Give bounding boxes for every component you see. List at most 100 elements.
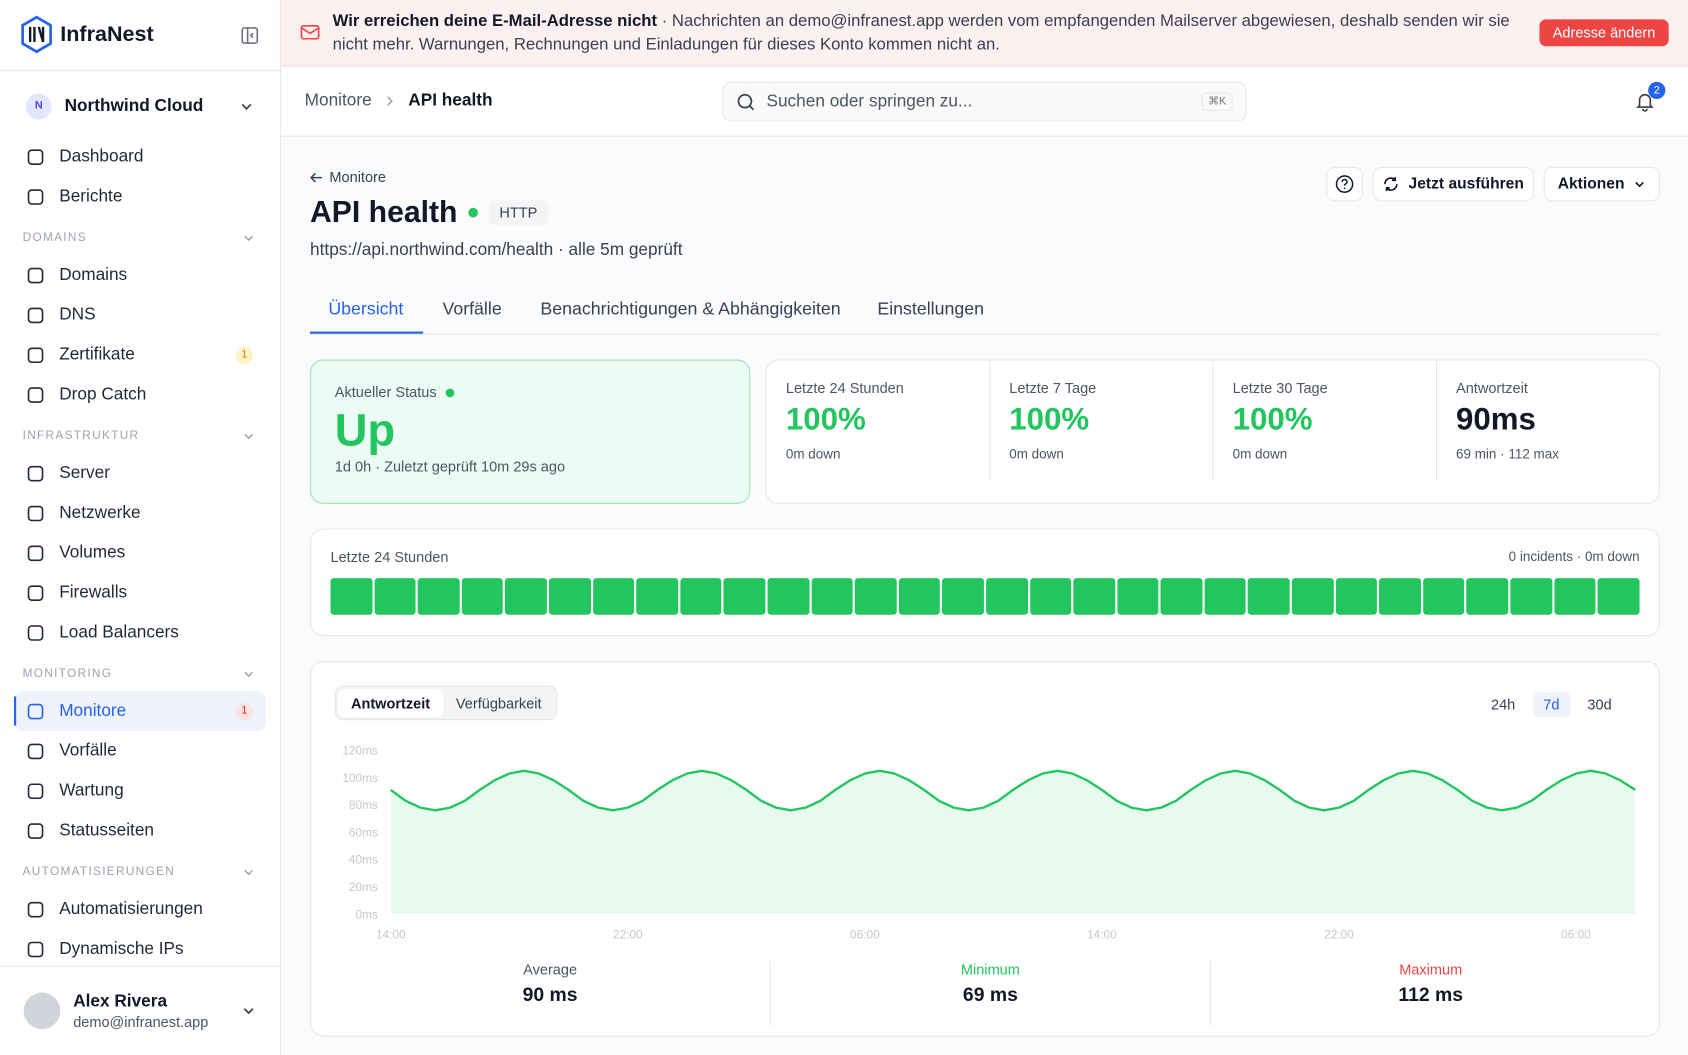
nav-item[interactable]: DNS [14, 295, 266, 335]
breadcrumb: Monitore API health [305, 92, 493, 111]
x-tick-label: 06:00 [1561, 928, 1591, 942]
nav-label: Dynamische IPs [59, 939, 184, 958]
chevron-shape [244, 671, 253, 678]
uptime-segment [1335, 578, 1378, 615]
actions-label: Aktionen [1557, 175, 1625, 193]
nav-item[interactable]: Netzwerke [14, 493, 266, 533]
nav-label: DNS [59, 305, 96, 324]
nav-item[interactable]: Server [14, 453, 266, 493]
nav-item[interactable]: Monitore 1 [13, 691, 266, 731]
uptime-segment [898, 578, 941, 615]
back-link[interactable]: Monitore [310, 169, 386, 185]
icon-shape [27, 901, 44, 917]
stat-value: 100% [1009, 402, 1090, 438]
chevron [244, 235, 253, 242]
uptime-segment [505, 578, 547, 615]
icon-shape [27, 346, 44, 363]
nav-item[interactable]: Load Balancers [14, 613, 266, 653]
navigation: Dashboard Berichte DOMAINS Domains DNS Zertif… [0, 137, 280, 966]
nav-label: Volumes [59, 543, 126, 562]
shortcut: ⌘K [1201, 92, 1233, 111]
user-name: Alex Rivera [73, 992, 168, 1011]
summary-value: 112 ms [1398, 983, 1464, 1006]
breadcrumb-link[interactable]: Monitore [304, 91, 372, 110]
nav-item[interactable]: Wartung [14, 771, 266, 811]
change-address-button[interactable]: Adresse ändern [1539, 19, 1669, 47]
help-button[interactable] [1326, 166, 1363, 202]
nav-icon [27, 901, 44, 917]
notifications[interactable]: 2 [1634, 81, 1666, 117]
x-tick-label: 22:00 [1324, 928, 1354, 942]
chevron [244, 671, 253, 678]
nav-section[interactable]: DOMAINS [14, 216, 266, 255]
nav-item[interactable]: Vorfälle [14, 731, 266, 771]
uptime-segment [1248, 578, 1290, 615]
banner-message: · Nachrichten an demo@infranest.app werd… [332, 11, 1510, 54]
nav-item[interactable]: Firewalls [14, 573, 266, 613]
uptime-segment [1510, 578, 1552, 615]
nav-item[interactable]: Zertifikate 1 [14, 335, 266, 375]
nav-item[interactable]: Automatisierungen [14, 889, 266, 929]
nav-label: Domains [59, 265, 128, 284]
chevron-shape [244, 235, 253, 242]
nav-item[interactable]: Dynamische IPs [14, 929, 266, 966]
nav-icon [27, 624, 44, 641]
nav-item[interactable]: Statusseiten [14, 811, 266, 851]
uptime-segment [1466, 578, 1509, 615]
nav-section[interactable]: AUTOMATISIERUNGEN [14, 850, 266, 889]
tab[interactable]: Einstellungen [877, 299, 985, 319]
status-detail: 1d 0h · Zuletzt geprüft 10m 29s ago [334, 458, 566, 475]
section-title: DOMAINS [22, 231, 87, 245]
stat-detail: 0m down [1232, 446, 1288, 462]
stat-label: Letzte 30 Tage [1232, 380, 1328, 397]
icon-shape [27, 386, 44, 403]
brand[interactable]: InfraNest [19, 15, 154, 54]
nav-section[interactable]: MONITORING [14, 652, 266, 691]
monitor-url: https://api.northwind.com/health · alle … [310, 241, 683, 260]
uptime-segment [1117, 578, 1159, 615]
brand-name: InfraNest [60, 22, 154, 46]
breadcrumb-current: API health [408, 91, 493, 110]
nav-icon [27, 267, 44, 283]
status-dot [468, 207, 478, 217]
area [390, 770, 1636, 914]
uptime-segment [767, 578, 810, 615]
run-now-button[interactable]: Jetzt ausführen [1372, 166, 1535, 202]
tab-active[interactable]: Übersicht [328, 299, 404, 319]
nav-item[interactable]: Berichte [14, 177, 266, 217]
nav-section[interactable]: INFRASTRUKTUR [14, 414, 266, 453]
icon-shape [27, 267, 44, 283]
nav-label: Zertifikate [59, 345, 135, 364]
uptime-segment [1204, 578, 1247, 615]
workspace-switcher[interactable]: N Northwind Cloud [0, 69, 280, 141]
uptime-segment [374, 578, 416, 615]
range-option-active[interactable]: 7d [1532, 692, 1571, 717]
tab[interactable]: Benachrichtigungen & Abhängigkeiten [540, 299, 841, 319]
chart-tab[interactable]: Verfügbarkeit [455, 695, 542, 712]
nav-icon [27, 743, 44, 759]
chart-summary: Average 90 ms Minimum 69 ms Maximum 112 … [311, 961, 1659, 1026]
search-box[interactable]: Suchen oder springen zu... ⌘K [722, 81, 1247, 122]
bell-icon [1635, 94, 1654, 112]
collapse-button[interactable] [240, 26, 259, 45]
y-tick-label: 100ms [342, 771, 378, 785]
nav-item[interactable]: Dashboard [14, 137, 266, 177]
nav-label: Load Balancers [59, 622, 179, 642]
chevron [244, 869, 253, 876]
summary-minimum: Minimum 69 ms [771, 961, 1212, 1026]
nav-item[interactable]: Drop Catch [14, 375, 266, 415]
nav-icon [27, 386, 44, 403]
actions-button[interactable]: Aktionen [1543, 166, 1661, 202]
uptime-segment [1029, 578, 1072, 615]
user-menu[interactable]: Alex Rivera demo@infranest.app [0, 965, 280, 1055]
chart-tab-active[interactable]: Antwortzeit [338, 688, 443, 717]
uptime-bar [330, 578, 1640, 615]
range-option[interactable]: 24h [1490, 696, 1516, 713]
chevron [241, 103, 252, 110]
nav-item[interactable]: Domains [14, 255, 266, 295]
stat-detail: 0m down [785, 446, 841, 462]
tab[interactable]: Vorfälle [442, 299, 502, 319]
stat: Letzte 24 Stunden 100% 0m down [766, 360, 990, 482]
nav-item[interactable]: Volumes [14, 533, 266, 573]
range-option[interactable]: 30d [1587, 696, 1612, 713]
